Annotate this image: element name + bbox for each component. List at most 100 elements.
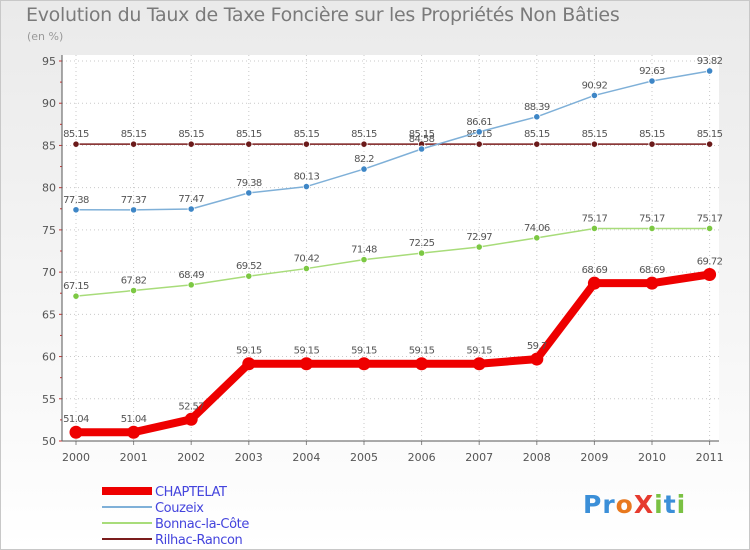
data-point — [648, 224, 656, 233]
data-point — [475, 243, 483, 251]
data-label: 74.06 — [524, 223, 550, 234]
data-label: 84.58 — [409, 134, 435, 145]
data-label: 75.17 — [582, 213, 608, 224]
data-label: 67.82 — [121, 276, 147, 287]
x-tick-label: 2005 — [350, 451, 378, 464]
data-point — [69, 425, 83, 439]
data-point — [530, 352, 544, 366]
data-label: 72.97 — [466, 232, 492, 243]
data-label: 85.15 — [351, 129, 377, 140]
data-point — [417, 145, 426, 153]
x-tick-label: 2004 — [292, 451, 320, 464]
series-line-bonnac-la-c-te — [75, 227, 711, 297]
x-tick-label: 2001 — [120, 451, 148, 464]
data-point — [302, 140, 310, 148]
y-tick-label: 95 — [42, 55, 56, 68]
data-point — [703, 267, 717, 281]
data-label: 86.61 — [466, 117, 492, 128]
data-label: 75.17 — [639, 213, 665, 224]
data-label: 59.15 — [294, 346, 320, 357]
data-label: 92.63 — [639, 66, 665, 77]
plot-area — [62, 55, 719, 441]
data-point — [245, 272, 253, 280]
data-label: 85.15 — [639, 129, 665, 140]
data-point — [587, 276, 601, 290]
data-label: 75.17 — [697, 213, 723, 224]
data-point — [417, 249, 426, 257]
x-tick-label: 2002 — [177, 451, 205, 464]
data-label: 85.15 — [236, 129, 262, 140]
x-tick-label: 2011 — [696, 451, 724, 464]
data-point — [130, 206, 138, 214]
data-point — [245, 189, 253, 197]
x-tick-label: 2000 — [62, 451, 90, 464]
x-tick-label: 2006 — [408, 451, 436, 464]
y-tick-label: 85 — [42, 139, 56, 152]
data-point — [648, 140, 656, 148]
data-point — [72, 206, 80, 214]
data-point — [302, 264, 310, 273]
data-label: 85.15 — [121, 129, 147, 140]
data-point — [590, 91, 599, 100]
data-point — [357, 357, 371, 371]
data-label: 59.15 — [409, 346, 435, 357]
series-line-chaptelat — [72, 270, 714, 437]
y-tick-label: 65 — [42, 308, 56, 321]
data-label: 77.47 — [178, 194, 204, 205]
legend-label: Bonnac-la-Côte — [155, 517, 249, 532]
y-tick-label: 55 — [42, 393, 56, 406]
data-point — [187, 140, 195, 148]
data-point — [127, 425, 141, 439]
data-label: 93.82 — [697, 56, 723, 67]
data-label: 69.52 — [236, 261, 262, 272]
chart-subtitle: (en %) — [27, 30, 64, 43]
data-point — [130, 140, 138, 148]
y-tick-label: 75 — [42, 224, 56, 237]
data-label: 67.15 — [63, 281, 89, 292]
x-tick-label: 2003 — [235, 451, 263, 464]
data-label: 70.42 — [294, 254, 320, 265]
data-point — [360, 256, 368, 264]
data-label: 85.15 — [178, 129, 204, 140]
data-label: 69.72 — [697, 256, 723, 267]
legend-label: CHAPTELAT — [155, 485, 227, 500]
x-tick-label: 2008 — [523, 451, 551, 464]
y-tick-label: 50 — [42, 435, 56, 448]
data-label: 71.48 — [351, 245, 377, 256]
legend-label: Couzeix — [155, 501, 204, 516]
data-label: 59.7 — [527, 341, 547, 352]
data-label: 68.49 — [178, 270, 204, 281]
data-point — [299, 357, 313, 371]
data-point — [187, 281, 195, 289]
y-tick-label: 60 — [42, 351, 56, 364]
x-tick-label: 2007 — [465, 451, 493, 464]
data-point — [648, 77, 656, 85]
data-point — [360, 140, 368, 148]
data-label: 77.38 — [63, 195, 89, 206]
data-point — [72, 292, 80, 300]
data-point — [533, 113, 541, 121]
data-point — [705, 140, 714, 148]
data-point — [242, 357, 256, 371]
proxiti-logo: ProXiti — [583, 490, 687, 519]
data-label: 85.15 — [294, 129, 320, 140]
data-point — [533, 140, 541, 148]
data-label: 80.13 — [294, 172, 320, 183]
data-label: 59.15 — [466, 346, 492, 357]
data-label: 72.25 — [409, 238, 435, 249]
data-label: 51.04 — [63, 414, 89, 425]
data-point — [187, 205, 195, 213]
data-label: 85.15 — [697, 129, 723, 140]
data-point — [302, 182, 310, 191]
data-point — [72, 140, 80, 148]
data-label: 88.39 — [524, 102, 550, 113]
y-tick-label: 80 — [42, 182, 56, 195]
data-label: 59.15 — [351, 346, 377, 357]
data-point — [245, 140, 253, 148]
data-point — [590, 224, 599, 233]
data-point — [360, 165, 368, 173]
data-label: 79.38 — [236, 178, 262, 189]
y-tick-label: 70 — [42, 266, 56, 279]
data-point — [590, 140, 599, 148]
